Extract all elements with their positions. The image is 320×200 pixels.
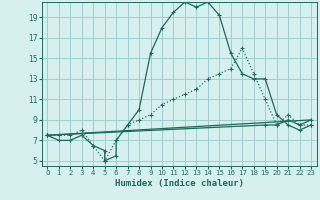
X-axis label: Humidex (Indice chaleur): Humidex (Indice chaleur) — [115, 179, 244, 188]
